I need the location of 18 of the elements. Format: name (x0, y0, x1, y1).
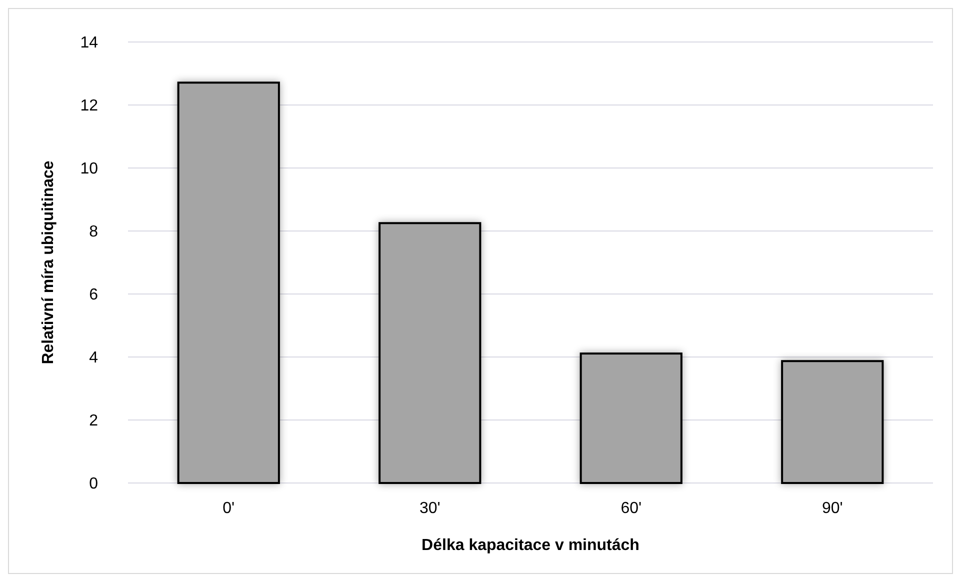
x-tick-label: 0' (222, 500, 235, 517)
bar (177, 82, 280, 484)
y-tick-label: 4 (89, 350, 98, 367)
y-tick-label: 8 (89, 224, 98, 241)
y-tick-label: 12 (80, 98, 98, 115)
bar (580, 352, 682, 484)
y-tick-label: 0 (89, 476, 98, 493)
y-tick-label: 14 (80, 34, 98, 52)
bar (781, 360, 884, 484)
x-axis-title: Délka kapacitace v minutách (422, 537, 640, 554)
bar (378, 222, 482, 484)
x-tick-label: 90' (822, 500, 843, 517)
y-axis-title: Relativní míra ubiquitinace (40, 160, 57, 364)
y-tick-label: 10 (80, 160, 98, 178)
x-tick-label: 30' (419, 500, 440, 517)
y-tick-label: 2 (89, 412, 98, 430)
y-tick-label: 6 (89, 286, 98, 304)
x-tick-label: 60' (620, 500, 642, 517)
